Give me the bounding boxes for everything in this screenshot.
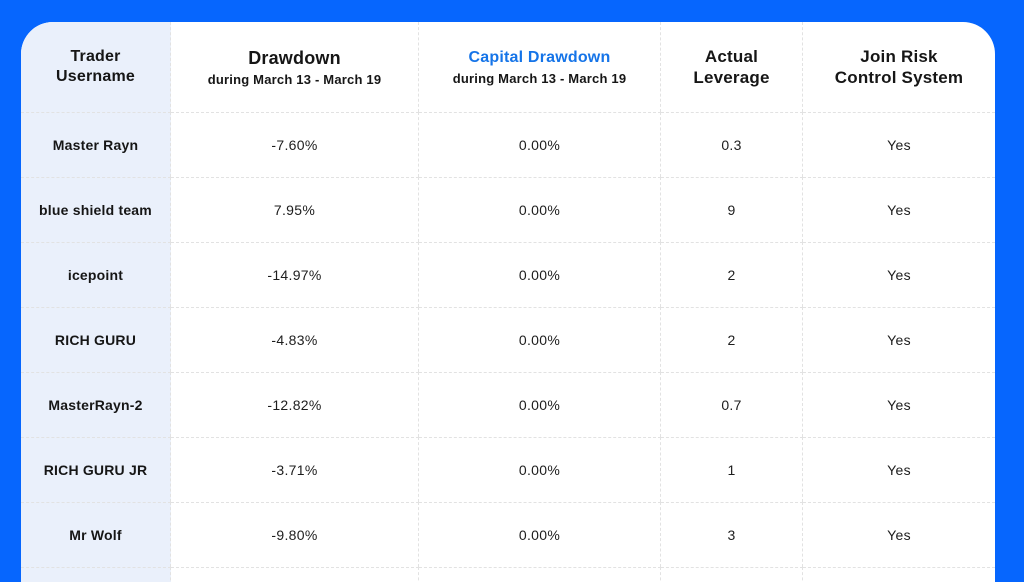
column-header-trader-username: Trader Username <box>21 22 171 112</box>
table-row: Master Rayn -7.60% 0.00% 0.3 Yes <box>21 112 995 177</box>
join-risk-value: Yes <box>887 137 911 153</box>
column-title: Actual Leverage <box>693 46 770 87</box>
cell-username: icepoint <box>21 242 171 307</box>
drawdown-value: -9.80% <box>271 527 318 543</box>
drawdown-value: 7.95% <box>273 202 316 218</box>
cell-capital-drawdown: 0.00% <box>419 242 661 307</box>
column-header-drawdown: Drawdown during March 13 - March 19 <box>171 22 419 112</box>
actual-leverage-value: 3 <box>727 527 736 543</box>
cell-capital-drawdown: 0.00% <box>419 177 661 242</box>
cell-join-risk-control: Yes <box>803 242 995 307</box>
cell-drawdown <box>171 567 419 582</box>
join-risk-value: Yes <box>887 527 911 543</box>
cell-actual-leverage: 2 <box>661 242 803 307</box>
column-header-join-risk-control: Join Risk Control System <box>803 22 995 112</box>
join-risk-value: Yes <box>887 202 911 218</box>
trader-username: blue shield team <box>39 202 152 218</box>
table-row: RICH GURU -4.83% 0.00% 2 Yes <box>21 307 995 372</box>
column-header-actual-leverage: Actual Leverage <box>661 22 803 112</box>
table-row-partial <box>21 567 995 582</box>
cell-actual-leverage: 0.7 <box>661 372 803 437</box>
join-risk-value: Yes <box>887 397 911 413</box>
join-risk-value: Yes <box>887 267 911 283</box>
column-title: Trader Username <box>56 48 135 85</box>
actual-leverage-value: 0.3 <box>721 137 742 153</box>
drawdown-value: -3.71% <box>271 462 318 478</box>
column-title: Capital Drawdown <box>468 49 611 66</box>
cell-join-risk-control <box>803 567 995 582</box>
table-row: MasterRayn-2 -12.82% 0.00% 0.7 Yes <box>21 372 995 437</box>
cell-actual-leverage: 3 <box>661 502 803 567</box>
actual-leverage-value: 9 <box>727 202 736 218</box>
cell-join-risk-control: Yes <box>803 502 995 567</box>
column-header-capital-drawdown: Capital Drawdown during March 13 - March… <box>419 22 661 112</box>
cell-drawdown: 7.95% <box>171 177 419 242</box>
cell-actual-leverage: 2 <box>661 307 803 372</box>
trader-username: RICH GURU JR <box>43 462 148 478</box>
cell-username: Mr Wolf <box>21 502 171 567</box>
actual-leverage-value: 0.7 <box>721 397 742 413</box>
cell-join-risk-control: Yes <box>803 177 995 242</box>
cell-capital-drawdown <box>419 567 661 582</box>
traders-table-card: Trader Username Drawdown during March 13… <box>21 22 995 582</box>
table-row: Mr Wolf -9.80% 0.00% 3 Yes <box>21 502 995 567</box>
column-title: Drawdown <box>248 47 341 68</box>
cell-username: RICH GURU <box>21 307 171 372</box>
cell-join-risk-control: Yes <box>803 437 995 502</box>
cell-capital-drawdown: 0.00% <box>419 437 661 502</box>
table-row: RICH GURU JR -3.71% 0.00% 1 Yes <box>21 437 995 502</box>
cell-capital-drawdown: 0.00% <box>419 307 661 372</box>
join-risk-value: Yes <box>887 332 911 348</box>
column-title: Join Risk Control System <box>834 46 964 87</box>
cell-actual-leverage: 1 <box>661 437 803 502</box>
trader-username: MasterRayn-2 <box>48 397 143 413</box>
actual-leverage-value: 2 <box>727 332 736 348</box>
drawdown-value: -7.60% <box>271 137 318 153</box>
cell-actual-leverage <box>661 567 803 582</box>
cell-actual-leverage: 9 <box>661 177 803 242</box>
cell-join-risk-control: Yes <box>803 307 995 372</box>
capital-drawdown-value: 0.00% <box>518 202 561 218</box>
cell-drawdown: -9.80% <box>171 502 419 567</box>
cell-capital-drawdown: 0.00% <box>419 372 661 437</box>
cell-drawdown: -12.82% <box>171 372 419 437</box>
capital-drawdown-value: 0.00% <box>518 267 561 283</box>
capital-drawdown-value: 0.00% <box>518 527 561 543</box>
cell-username: Master Rayn <box>21 112 171 177</box>
cell-drawdown: -3.71% <box>171 437 419 502</box>
trader-username: Mr Wolf <box>69 527 122 543</box>
trader-username: Master Rayn <box>52 137 139 153</box>
drawdown-value: -14.97% <box>267 267 322 283</box>
drawdown-value: -4.83% <box>271 332 318 348</box>
cell-username: RICH GURU JR <box>21 437 171 502</box>
cell-drawdown: -14.97% <box>171 242 419 307</box>
cell-username: MasterRayn-2 <box>21 372 171 437</box>
capital-drawdown-value: 0.00% <box>518 462 561 478</box>
capital-drawdown-value: 0.00% <box>518 137 561 153</box>
table-row: blue shield team 7.95% 0.00% 9 Yes <box>21 177 995 242</box>
capital-drawdown-value: 0.00% <box>518 332 561 348</box>
trader-username: icepoint <box>67 267 124 283</box>
actual-leverage-value: 1 <box>727 462 736 478</box>
cell-actual-leverage: 0.3 <box>661 112 803 177</box>
cell-join-risk-control: Yes <box>803 372 995 437</box>
column-subtitle: during March 13 - March 19 <box>207 72 382 88</box>
table-header-row: Trader Username Drawdown during March 13… <box>21 22 995 112</box>
table-row: icepoint -14.97% 0.00% 2 Yes <box>21 242 995 307</box>
join-risk-value: Yes <box>887 462 911 478</box>
cell-drawdown: -4.83% <box>171 307 419 372</box>
trader-username: RICH GURU <box>54 332 137 348</box>
column-subtitle: during March 13 - March 19 <box>452 71 627 86</box>
drawdown-value: -12.82% <box>267 397 322 413</box>
capital-drawdown-value: 0.00% <box>518 397 561 413</box>
cell-username: blue shield team <box>21 177 171 242</box>
cell-username <box>21 567 171 582</box>
cell-capital-drawdown: 0.00% <box>419 502 661 567</box>
cell-join-risk-control: Yes <box>803 112 995 177</box>
actual-leverage-value: 2 <box>727 267 736 283</box>
cell-capital-drawdown: 0.00% <box>419 112 661 177</box>
cell-drawdown: -7.60% <box>171 112 419 177</box>
